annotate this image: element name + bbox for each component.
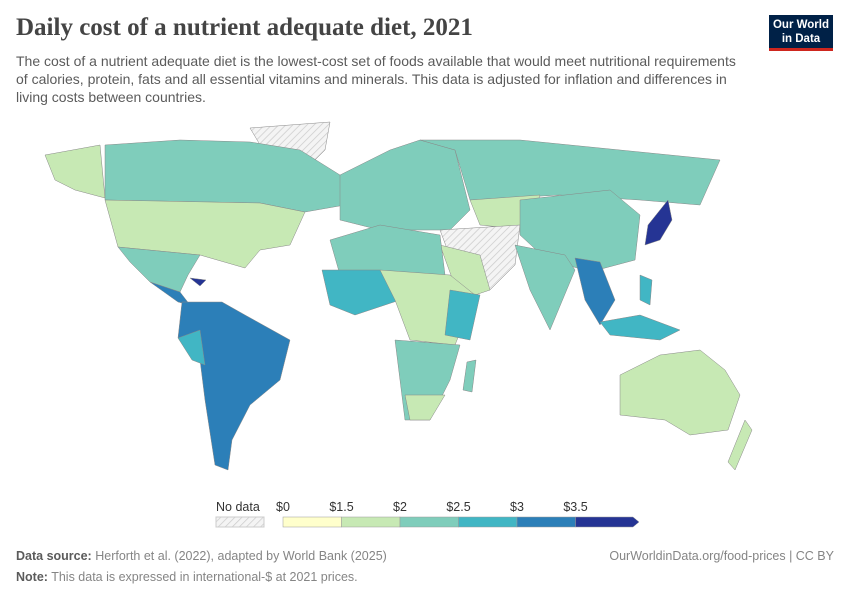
region-north-africa[interactable]	[329, 224, 446, 276]
legend-no-data-label: No data	[216, 500, 260, 514]
legend-tick: $1.5	[329, 500, 353, 514]
legend-tick: $3.5	[563, 500, 587, 514]
legend-bin	[399, 516, 459, 528]
legend-bin	[341, 516, 401, 528]
region-south-america[interactable]	[177, 301, 291, 471]
region-alaska[interactable]	[44, 144, 106, 199]
region-andes[interactable]	[177, 329, 206, 366]
source-link[interactable]: OurWorldinData.org/food-prices | CC BY	[609, 549, 834, 563]
chart-title: Daily cost of a nutrient adequate diet, …	[16, 14, 473, 41]
legend-bin	[575, 516, 640, 528]
region-philippines[interactable]	[639, 274, 653, 306]
region-caribbean[interactable]	[189, 277, 207, 287]
note: Note: This data is expressed in internat…	[16, 570, 358, 584]
legend-tick: $3	[510, 500, 524, 514]
legend-tick: $0	[276, 500, 290, 514]
legend-tick: $2.5	[446, 500, 470, 514]
legend-bin	[282, 516, 342, 528]
legend-tick: $2	[393, 500, 407, 514]
region-indonesia[interactable]	[599, 314, 681, 341]
chart-subtitle: The cost of a nutrient adequate diet is …	[16, 53, 736, 105]
region-japan[interactable]	[644, 199, 673, 246]
legend-bin	[516, 516, 576, 528]
data-source: Data source: Herforth et al. (2022), ada…	[16, 549, 387, 563]
legend-bin	[458, 516, 518, 528]
region-se-asia[interactable]	[574, 257, 616, 326]
region-europe[interactable]	[339, 139, 471, 231]
region-south-africa[interactable]	[404, 394, 446, 421]
world-map[interactable]	[0, 115, 850, 490]
region-india[interactable]	[514, 244, 576, 331]
legend-no-data-swatch	[215, 516, 265, 528]
color-legend: No data $0 $1.5 $2 $2.5 $3 $3.5	[215, 500, 640, 528]
owid-logo[interactable]: Our World in Data	[769, 15, 833, 51]
region-west-africa[interactable]	[321, 269, 401, 316]
region-russia[interactable]	[419, 139, 721, 206]
region-australia[interactable]	[619, 349, 741, 436]
region-china[interactable]	[519, 189, 641, 273]
region-madagascar[interactable]	[462, 359, 477, 393]
region-new-zealand[interactable]	[727, 419, 753, 471]
region-east-africa[interactable]	[444, 289, 481, 341]
